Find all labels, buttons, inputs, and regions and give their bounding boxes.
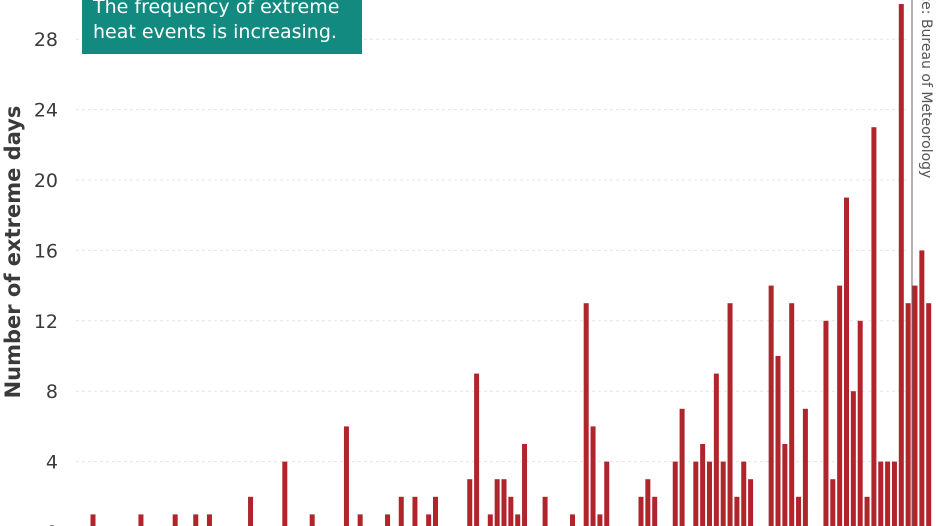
y-tick-label: 16 <box>34 240 58 262</box>
bar <box>90 514 96 526</box>
bar <box>672 461 678 526</box>
bars <box>90 4 932 526</box>
bar <box>248 496 254 526</box>
bar <box>597 514 603 526</box>
y-tick-label: 24 <box>34 100 58 122</box>
bar <box>919 250 925 526</box>
annotation-line-1: The frequency of extreme <box>92 0 339 18</box>
bar <box>679 408 685 526</box>
bar <box>707 461 712 526</box>
bar <box>604 461 610 526</box>
bar <box>309 514 315 526</box>
bar <box>638 496 644 526</box>
bar <box>782 444 788 526</box>
bar <box>727 303 733 526</box>
bar <box>282 461 288 526</box>
bar <box>590 426 596 526</box>
bar <box>844 197 849 526</box>
bar <box>542 496 548 526</box>
bar <box>433 496 438 526</box>
bar <box>508 496 514 526</box>
bar <box>172 514 178 526</box>
bar <box>885 461 891 526</box>
bar <box>878 461 884 526</box>
bar <box>837 285 843 526</box>
y-tick-label: 28 <box>34 29 58 51</box>
bar <box>501 479 507 526</box>
bar <box>898 4 904 526</box>
bar <box>515 514 521 526</box>
y-axis-ticks: 0 4 8 12 16 20 24 28 <box>34 29 58 526</box>
bar <box>926 303 932 526</box>
bar <box>864 496 870 526</box>
bar <box>357 514 363 526</box>
bar <box>206 514 212 526</box>
bar <box>789 303 795 526</box>
bar <box>487 514 493 526</box>
bar <box>850 391 856 526</box>
bar <box>385 514 391 526</box>
bar <box>768 285 774 526</box>
bar <box>802 408 808 526</box>
bar <box>193 514 199 526</box>
source-note: Source: Bureau of Meteorology <box>918 0 934 178</box>
bar <box>823 320 829 526</box>
bar <box>775 356 781 526</box>
bar <box>343 426 349 526</box>
annotation-background <box>82 0 362 54</box>
bar <box>857 320 863 526</box>
bar <box>474 373 480 526</box>
y-tick-label: 8 <box>46 381 58 403</box>
bar <box>583 303 589 526</box>
bar <box>412 496 418 526</box>
annotation-line-2: heat events is increasing. <box>93 21 337 43</box>
bar <box>652 496 658 526</box>
bar <box>905 303 911 526</box>
bar <box>891 461 897 526</box>
bar <box>741 461 747 526</box>
bar <box>494 479 500 526</box>
y-axis-label: Number of extreme days <box>1 106 25 399</box>
bar <box>398 496 404 526</box>
bar <box>522 444 528 526</box>
bar <box>700 444 706 526</box>
bar <box>467 479 473 526</box>
bar <box>426 514 432 526</box>
bar <box>570 514 575 526</box>
y-tick-label: 0 <box>46 522 58 526</box>
bar <box>871 127 877 526</box>
annotation-box: The frequency of extreme heat events is … <box>82 0 362 54</box>
bar <box>713 373 719 526</box>
y-tick-label: 12 <box>34 311 58 333</box>
bar <box>693 461 699 526</box>
y-tick-label: 4 <box>46 452 58 474</box>
bar <box>720 461 726 526</box>
bar <box>830 479 836 526</box>
bar <box>645 479 651 526</box>
bar <box>796 496 802 526</box>
bar <box>138 514 144 526</box>
bar <box>748 479 754 526</box>
bar <box>734 496 740 526</box>
bar <box>912 285 918 526</box>
y-tick-label: 20 <box>34 170 58 192</box>
